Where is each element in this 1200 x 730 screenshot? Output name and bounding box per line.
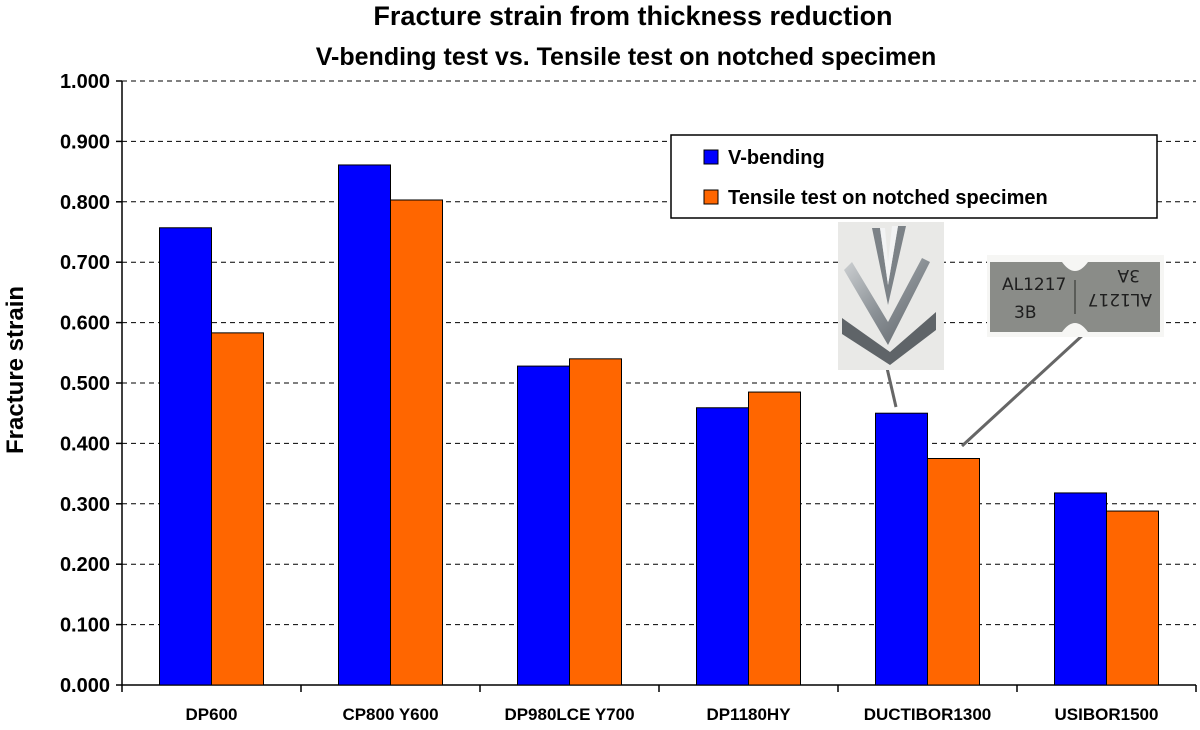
- v-bend-highlight: [880, 226, 898, 285]
- bar-tensile-dp600: [211, 332, 264, 686]
- bar-tensile-usibor1500: [1106, 510, 1159, 686]
- y-tick-label: 0.400: [60, 433, 110, 455]
- y-tick-label: 0.700: [60, 252, 110, 274]
- y-tick-label: 0.100: [60, 615, 110, 637]
- y-tick-label: 1.000: [60, 71, 110, 93]
- tensile-marking-right-2: 3A: [1117, 265, 1140, 285]
- callout-line-vbend: [885, 367, 898, 408]
- bars: [159, 164, 1159, 686]
- notched-tensile-specimen-photo: AL1217 3B AL1217 3A: [987, 255, 1164, 337]
- y-tick-label: 0.900: [60, 131, 110, 153]
- bar-v-bending-usibor1500: [1054, 492, 1107, 686]
- legend-swatch-v-bending: [703, 149, 719, 165]
- legend-swatch-tensile: [703, 189, 719, 205]
- y-tick-label: 0.000: [60, 675, 110, 697]
- x-tick-label: DP600: [186, 705, 238, 724]
- x-tick-labels: DP600 CP800 Y600 DP980LCE Y700 DP1180HY DUCT…: [186, 705, 1159, 724]
- tensile-marking-left-2: 3B: [1014, 303, 1036, 323]
- y-tick-label: 0.800: [60, 192, 110, 214]
- chart-subtitle: V-bending test vs. Tensile test on notch…: [316, 43, 937, 71]
- y-tick-labels: 0.000 0.100 0.200 0.300 0.400 0.500 0.600 0.700…: [60, 71, 110, 697]
- bar-v-bending-dp1180hy: [696, 407, 749, 686]
- bar-tensile-dp1180hy: [748, 391, 801, 686]
- bar-tensile-cp800-y600: [390, 199, 443, 686]
- bar-v-bending-cp800-y600: [338, 164, 391, 686]
- bar-v-bending-dp600: [159, 227, 212, 686]
- legend-box: [670, 134, 1158, 219]
- x-tick-label: DUCTIBOR1300: [864, 705, 992, 724]
- y-tick-label: 0.600: [60, 313, 110, 335]
- axes: [121, 81, 1197, 692]
- legend-label-tensile: Tensile test on notched specimen: [728, 187, 1048, 209]
- bar-v-bending-ductibor1300: [875, 412, 928, 686]
- x-tick-label: DP1180HY: [706, 705, 791, 724]
- v-bend-specimen-photo: [838, 222, 944, 370]
- tensile-marking-left-1: AL1217: [1002, 275, 1066, 295]
- x-tick-label: CP800 Y600: [342, 705, 438, 724]
- bar-v-bending-dp980lce-y700: [517, 365, 570, 686]
- legend-label-v-bending: V-bending: [728, 147, 825, 169]
- callout-line-tensile: [960, 331, 1087, 448]
- v-bend-upper-v: [872, 226, 906, 305]
- x-tick-label: DP980LCE Y700: [504, 705, 634, 724]
- y-tick-label: 0.500: [60, 373, 110, 395]
- bar-tensile-ductibor1300: [927, 458, 980, 686]
- x-tick-label: USIBOR1500: [1055, 705, 1159, 724]
- y-tick-label: 0.300: [60, 494, 110, 516]
- y-tick-label: 0.200: [60, 554, 110, 576]
- v-bend-lower-v: [844, 258, 930, 345]
- v-bend-base-plate: [842, 312, 936, 365]
- y-axis-label: Fracture strain: [2, 286, 29, 454]
- tensile-marking-right-1: AL1217: [1088, 289, 1152, 309]
- bar-tensile-dp980lce-y700: [569, 358, 622, 686]
- legend: V-bending Tensile test on notched specim…: [670, 134, 1158, 219]
- chart-title: Fracture strain from thickness reduction: [373, 1, 892, 31]
